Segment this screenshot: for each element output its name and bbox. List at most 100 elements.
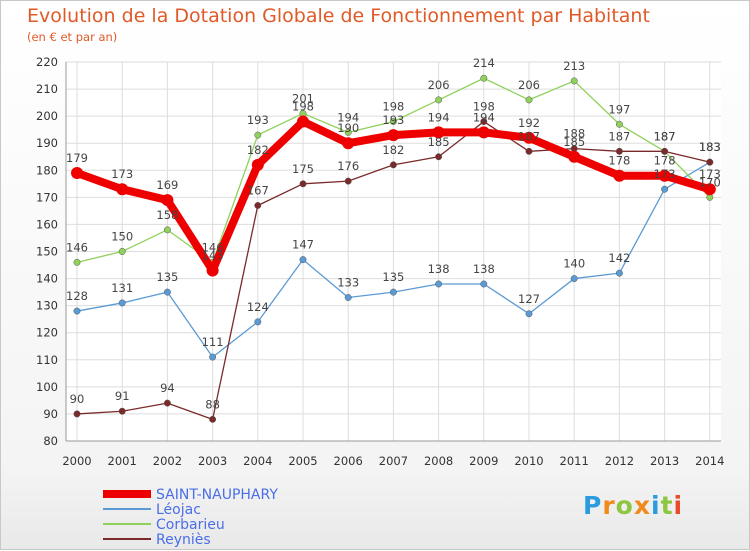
data-point: [254, 131, 262, 139]
data-label: 169: [156, 178, 178, 192]
data-label: 182: [247, 143, 269, 157]
data-label: 150: [111, 230, 133, 244]
data-label: 198: [382, 100, 404, 114]
data-label: 88: [205, 397, 220, 411]
data-point: [525, 147, 533, 155]
data-label: 94: [160, 381, 175, 395]
data-label: 188: [563, 127, 585, 141]
data-point: [525, 96, 533, 104]
data-point: [206, 264, 219, 277]
y-tick-label: 150: [36, 245, 58, 259]
data-point: [615, 147, 623, 155]
data-label: 187: [518, 129, 540, 143]
data-label: 146: [66, 240, 88, 254]
data-label: 201: [292, 91, 314, 105]
data-point: [480, 280, 488, 288]
data-label: 173: [111, 167, 133, 181]
data-point: [118, 407, 126, 415]
x-tick-label: 2003: [198, 454, 227, 468]
data-label: 176: [337, 159, 359, 173]
x-tick-label: 2000: [62, 454, 91, 468]
data-label: 193: [382, 113, 404, 127]
legend-label: Léojac: [156, 502, 201, 518]
data-label: 214: [473, 56, 495, 70]
data-point: [299, 256, 307, 264]
data-label: 111: [202, 335, 224, 349]
data-point: [344, 294, 352, 301]
x-tick-label: 2004: [243, 454, 272, 468]
data-label: 143: [202, 248, 224, 262]
data-point: [658, 169, 671, 182]
legend-label: Corbarieu: [156, 517, 225, 533]
data-label: 183: [699, 140, 721, 154]
data-label: 146: [202, 240, 224, 254]
data-label: 91: [115, 389, 130, 403]
x-tick-label: 2009: [469, 454, 498, 468]
y-tick-label: 90: [43, 407, 58, 421]
data-label: 182: [382, 143, 404, 157]
data-label: 124: [247, 300, 269, 314]
data-point: [568, 150, 581, 163]
x-tick-label: 2011: [560, 454, 589, 468]
data-point: [118, 248, 126, 255]
logo-letter: r: [602, 491, 616, 520]
data-label: 175: [292, 162, 314, 176]
data-label: 194: [473, 110, 495, 124]
data-point: [525, 310, 533, 318]
data-label: 187: [608, 129, 630, 143]
data-point: [480, 74, 488, 82]
data-point: [73, 410, 81, 418]
data-point: [71, 166, 83, 179]
data-label: 135: [156, 270, 178, 284]
data-label: 194: [428, 110, 450, 124]
chart-subtitle: (en € et par an): [27, 30, 118, 44]
y-tick-label: 100: [36, 380, 58, 394]
data-point: [254, 318, 262, 326]
x-tick-label: 2006: [334, 454, 363, 468]
data-point: [209, 353, 217, 361]
data-label: 128: [66, 289, 88, 303]
data-label: 138: [473, 262, 495, 276]
data-label: 192: [518, 116, 540, 130]
data-label: 178: [654, 154, 676, 168]
data-point: [615, 120, 623, 128]
data-label: 185: [563, 135, 585, 149]
data-label: 206: [518, 78, 540, 92]
data-point: [435, 280, 443, 288]
data-point: [661, 185, 669, 193]
data-point: [703, 183, 716, 196]
data-point: [613, 169, 626, 182]
x-tick-label: 2012: [605, 454, 634, 468]
data-label: 158: [156, 208, 178, 222]
data-point: [251, 158, 264, 171]
data-point: [163, 226, 171, 234]
data-label: 138: [428, 262, 450, 276]
data-label: 173: [699, 167, 721, 181]
data-point: [73, 307, 81, 315]
y-tick-label: 190: [36, 136, 58, 150]
data-point: [387, 129, 400, 142]
x-tick-label: 2001: [108, 454, 137, 468]
data-point: [73, 258, 81, 266]
data-point: [570, 275, 578, 283]
data-point: [706, 158, 714, 166]
data-point: [615, 269, 623, 277]
data-label: 167: [247, 183, 269, 197]
data-point: [163, 288, 171, 296]
data-label: 213: [563, 59, 585, 73]
data-point: [344, 177, 352, 185]
data-label: 194: [337, 110, 359, 124]
data-point: [299, 180, 307, 188]
y-tick-label: 170: [36, 190, 58, 204]
axes: 80 90 100 110 120 130 140 150 160 170 180 190 200 210…: [36, 55, 724, 468]
logo-letter: i: [673, 491, 684, 520]
data-point: [209, 415, 217, 423]
data-point: [344, 128, 352, 136]
y-tick-label: 210: [36, 82, 58, 96]
y-tick-label: 200: [36, 109, 58, 123]
series-lines: [71, 74, 716, 423]
x-tick-label: 2002: [153, 454, 182, 468]
data-label: 90: [70, 392, 85, 406]
